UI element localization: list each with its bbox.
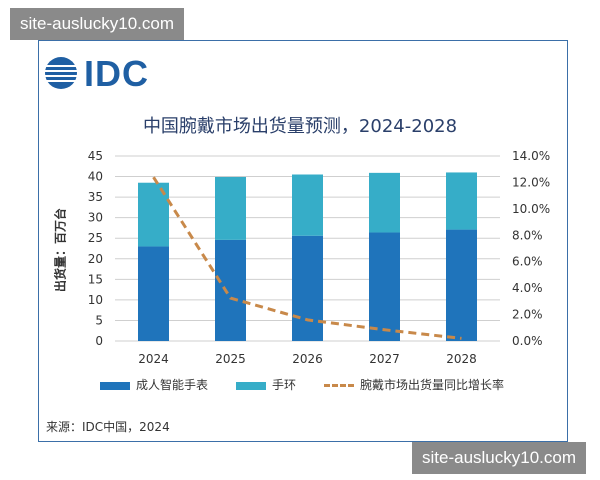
- y-tick-label: 5: [95, 313, 103, 327]
- bar-2026: [292, 174, 323, 236]
- y2-tick-label: 2.0%: [512, 308, 543, 322]
- y-tick-label: 0: [95, 334, 103, 348]
- bar-2028: [446, 172, 477, 230]
- idc-logo: IDC: [44, 52, 149, 95]
- bar-2027: [369, 172, 400, 233]
- x-tick-label: 2027: [369, 352, 400, 366]
- y-tick-label: 45: [88, 149, 103, 163]
- watermark-top: site-auslucky10.com: [10, 8, 185, 40]
- source-note: 来源：IDC中国，2024: [46, 420, 170, 434]
- y2-tick-label: 8.0%: [512, 228, 543, 242]
- watermark-bottom: site-auslucky10.com: [412, 442, 587, 474]
- legend-item-growth: 腕戴市场出货量同比增长率: [324, 376, 504, 393]
- x-tick-label: 2025: [215, 352, 246, 366]
- bar-2025: [215, 239, 246, 341]
- y-tick-label: 15: [88, 272, 103, 286]
- y2-tick-label: 12.0%: [512, 175, 550, 189]
- y-tick-label: 20: [88, 252, 103, 266]
- y-tick-label: 25: [88, 231, 103, 245]
- bar-2025: [215, 176, 246, 240]
- y-tick-label: 30: [88, 211, 103, 225]
- y2-tick-label: 6.0%: [512, 255, 543, 269]
- x-tick-label: 2026: [292, 352, 323, 366]
- chart-title: 中国腕戴市场出货量预测，2024-2028: [142, 116, 458, 137]
- y2-tick-label: 10.0%: [512, 202, 550, 216]
- y2-tick-label: 4.0%: [512, 281, 543, 295]
- bar-2026: [292, 235, 323, 341]
- bar-2027: [369, 232, 400, 341]
- y2-tick-label: 0.0%: [512, 334, 543, 348]
- y-tick-label: 10: [88, 293, 103, 307]
- bar-2024: [138, 246, 169, 341]
- x-tick-label: 2028: [446, 352, 477, 366]
- x-tick-label: 2024: [138, 352, 169, 366]
- legend-item-band: 手环: [236, 376, 296, 393]
- legend-item-watch: 成人智能手表: [100, 376, 208, 393]
- y-tick-label: 35: [88, 190, 103, 204]
- bar-2028: [446, 229, 477, 341]
- y2-tick-label: 14.0%: [512, 149, 550, 163]
- logo-text: IDC: [84, 53, 149, 94]
- y-tick-label: 40: [88, 170, 103, 184]
- legend: 成人智能手表 手环 腕戴市场出货量同比增长率: [100, 376, 504, 393]
